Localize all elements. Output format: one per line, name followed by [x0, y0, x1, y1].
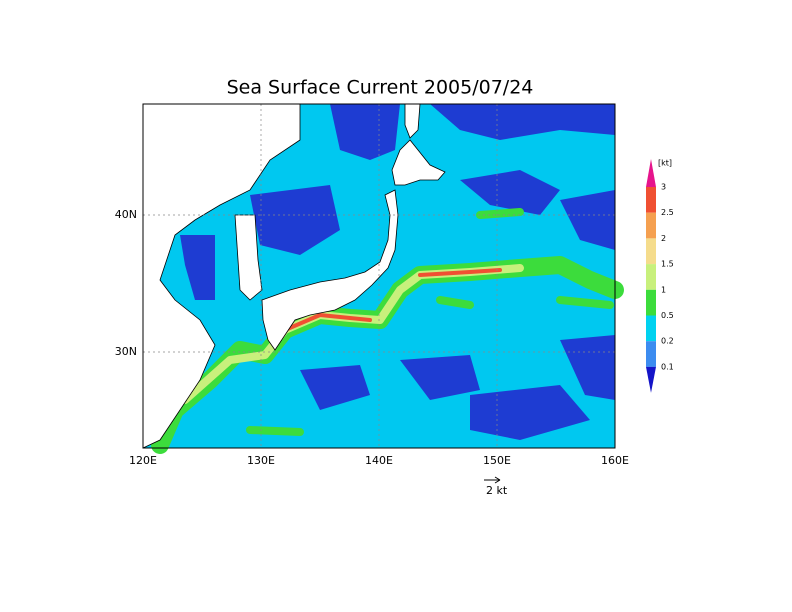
lon-label: 130E — [247, 454, 275, 467]
slow-current-areas — [180, 104, 615, 440]
vector-reference: 2 kt — [484, 476, 508, 497]
colorbar-segment — [646, 187, 656, 213]
colorbar-segment — [646, 315, 656, 342]
lat-label: 40N — [115, 208, 137, 221]
lon-label: 160E — [601, 454, 629, 467]
lon-label: 120E — [129, 454, 157, 467]
lat-label: 30N — [115, 345, 137, 358]
vector-reference-label: 2 kt — [486, 484, 508, 497]
colorbar-label: 3 — [661, 183, 666, 192]
lon-label: 150E — [483, 454, 511, 467]
colorbar-label: 1.5 — [661, 260, 674, 269]
colorbar-label: 0.5 — [661, 311, 674, 320]
colorbar-segment — [646, 289, 656, 316]
graticule — [143, 104, 615, 448]
map — [142, 103, 624, 454]
colorbar-cap — [646, 366, 656, 393]
map-title: Sea Surface Current 2005/07/24 — [227, 77, 534, 99]
lon-label: 140E — [365, 454, 393, 467]
frame — [142, 103, 616, 449]
colorbar-segment — [646, 264, 656, 290]
kuroshio — [151, 208, 624, 454]
colorbar-label: 2 — [661, 234, 666, 243]
colorbar-segment — [646, 341, 656, 367]
colorbar-label: 1 — [661, 285, 666, 294]
colorbar-segment — [646, 212, 656, 239]
land — [142, 103, 446, 449]
colorbar-label: 0.2 — [661, 337, 674, 346]
colorbar-label: 0.1 — [661, 362, 674, 371]
colorbar-unit: [kt] — [658, 159, 672, 168]
colorbar-segment — [646, 238, 656, 265]
colorbar-label: 2.5 — [661, 208, 674, 217]
colorbar-cap — [646, 159, 656, 187]
colorbar: [kt] 3 2.5 2 1.5 1 0.5 0.2 0.1 — [646, 159, 674, 393]
